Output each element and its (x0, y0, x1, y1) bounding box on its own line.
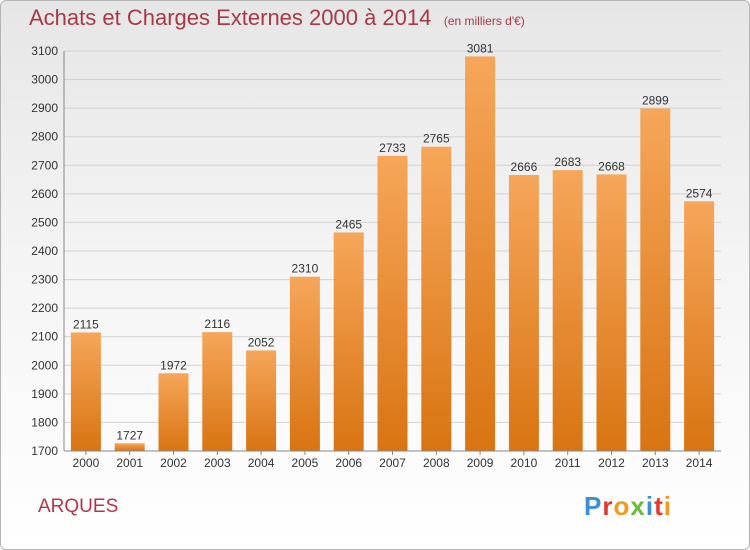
labels: 1700 1800 1900 2000 2100 2200 2300 2400 2500 2600… (31, 41, 712, 470)
x-tick-label: 2011 (555, 456, 581, 470)
data-label: 1972 (160, 358, 187, 372)
data-label: 2899 (642, 93, 669, 107)
data-label: 3081 (467, 41, 494, 55)
y-tick-label: 2100 (31, 330, 58, 344)
y-tick-label: 2800 (31, 130, 58, 144)
x-tick-label: 2006 (335, 456, 362, 470)
y-tick-label: 2900 (31, 101, 58, 115)
chart-title: Achats et Charges Externes 2000 à 2014 (29, 5, 432, 30)
bar (684, 201, 715, 451)
bar (596, 174, 627, 451)
x-tick-label: 2012 (598, 456, 625, 470)
x-tick-label: 2010 (511, 456, 538, 470)
data-label: 1727 (116, 428, 143, 442)
data-label: 2668 (598, 159, 625, 173)
y-tick-label: 1800 (31, 415, 58, 429)
brand-letter: x (630, 491, 646, 521)
x-tick-label: 2013 (642, 456, 669, 470)
bar (333, 232, 364, 451)
chart-unit: (en milliers d'€) (443, 14, 525, 28)
x-tick-label: 2001 (116, 456, 143, 470)
data-label: 2683 (554, 155, 581, 169)
bar (70, 332, 101, 451)
data-label: 2465 (335, 217, 362, 231)
y-tick-label: 2500 (31, 215, 58, 229)
x-tick-label: 2014 (686, 456, 713, 470)
data-label: 2733 (379, 141, 406, 155)
axes (63, 51, 721, 455)
y-tick-label: 2400 (31, 244, 58, 258)
y-tick-label: 2200 (31, 301, 58, 315)
data-label: 2116 (204, 317, 230, 331)
bar (508, 175, 539, 451)
brand-letter: t (654, 491, 664, 521)
bar (246, 350, 277, 451)
bars (70, 56, 715, 452)
place-name: ARQUES (38, 496, 119, 517)
x-tick-label: 2009 (467, 456, 494, 470)
y-tick-label: 3100 (31, 44, 58, 58)
x-tick-label: 2004 (248, 456, 275, 470)
data-label: 2574 (686, 186, 713, 200)
title-block: Achats et Charges Externes 2000 à 2014 (… (29, 5, 525, 31)
x-tick-label: 2000 (73, 456, 100, 470)
data-label: 2765 (423, 132, 450, 146)
bar (289, 276, 320, 451)
brand-logo: Proxiti (584, 491, 672, 522)
x-tick-label: 2007 (379, 456, 406, 470)
data-label: 2052 (248, 335, 275, 349)
bar (114, 443, 145, 451)
data-label: 2666 (511, 160, 538, 174)
x-tick-label: 2005 (292, 456, 319, 470)
data-label: 2115 (73, 317, 99, 331)
y-tick-label: 2000 (31, 358, 58, 372)
bar (465, 56, 496, 452)
x-tick-label: 2008 (423, 456, 450, 470)
bar (202, 332, 233, 451)
y-tick-label: 1900 (31, 387, 58, 401)
y-tick-label: 1700 (31, 444, 58, 458)
x-tick-label: 2002 (160, 456, 187, 470)
y-tick-label: 2700 (31, 158, 58, 172)
brand-letter: P (584, 491, 603, 521)
bar (552, 170, 583, 451)
data-label: 2310 (292, 262, 319, 276)
brand-letter: r (602, 491, 614, 521)
bar (640, 108, 671, 451)
y-tick-label: 2300 (31, 273, 58, 287)
bar (158, 373, 189, 451)
bar (377, 155, 408, 451)
brand-letter: o (613, 491, 631, 521)
brand-letter: i (645, 491, 655, 521)
y-tick-label: 2600 (31, 187, 58, 201)
x-tick-label: 2003 (204, 456, 231, 470)
brand-letter: i (663, 491, 672, 521)
y-tick-label: 3000 (31, 73, 58, 87)
bar (421, 146, 452, 451)
